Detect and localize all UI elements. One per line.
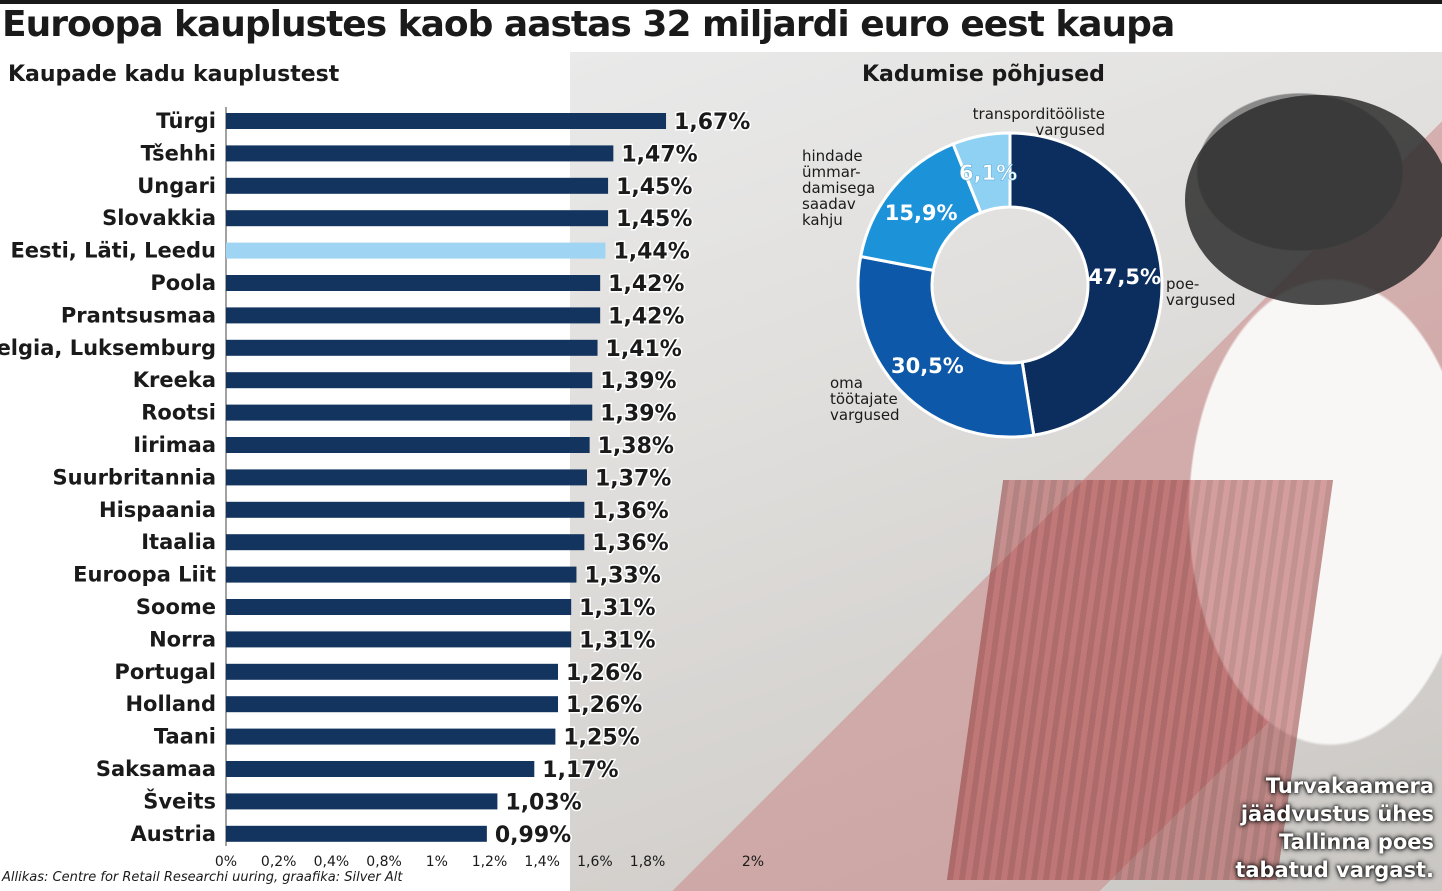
bar-value-label: 1,36% — [592, 499, 668, 524]
bar-value-label: 1,42% — [608, 304, 684, 329]
x-tick-label: 1% — [426, 854, 448, 870]
pie-category-label-oma-tootajate: oma töötajate vargused — [830, 374, 900, 424]
bar-value-label: 1,38% — [598, 434, 674, 459]
donut-value-label: 6,1% — [959, 161, 1017, 185]
bar-value-label: 1,25% — [563, 726, 639, 751]
bar-value-label: 1,39% — [600, 402, 676, 427]
x-tick-label: 0% — [215, 854, 237, 870]
bar — [226, 696, 559, 713]
bar — [226, 210, 609, 227]
x-tick-label: 0,2% — [261, 854, 297, 870]
bar-category-label: Prantsusmaa — [61, 303, 216, 327]
bar-category-label: Tšehhi — [141, 141, 216, 165]
bar-category-label: Taani — [154, 725, 216, 749]
bar — [226, 599, 572, 615]
bar-value-label: 1,26% — [566, 693, 642, 718]
bar — [226, 372, 593, 389]
bar-value-label: 1,31% — [579, 628, 655, 653]
bar-value-label: 1,31% — [579, 596, 655, 621]
bar-category-label: Saksamaa — [96, 757, 216, 781]
donut-slice — [951, 131, 1012, 215]
photo-caption: Turvakaamera jäädvustus ühes Tallinna po… — [1235, 774, 1434, 882]
bar-value-label: 1,33% — [584, 564, 660, 589]
bar-category-label: Soome — [136, 595, 216, 619]
bar — [226, 631, 572, 648]
x-tick-label: 0,8% — [366, 854, 402, 870]
bar-category-label: Eesti, Läti, Leedu — [10, 239, 216, 263]
x-tick-label: 1,8% — [630, 854, 666, 870]
x-tick-label: 1,4% — [524, 854, 560, 870]
top-rule — [0, 0, 1442, 4]
x-tick-label: 1,6% — [577, 854, 613, 870]
pie-chart-title: Kadumise põhjused — [862, 62, 1105, 87]
bar-category-label: Itaalia — [141, 530, 216, 554]
bar-category-label: Rootsi — [141, 401, 216, 425]
page-title: Euroopa kauplustes kaob aastas 32 miljar… — [2, 4, 1175, 45]
bar-category-label: Euroopa Liit — [73, 563, 216, 587]
bar-value-label: 1,36% — [592, 531, 668, 556]
bar-value-label: 1,03% — [505, 790, 581, 815]
bar — [226, 145, 614, 162]
bar-category-label: Kreeka — [133, 368, 216, 392]
pie-category-label-hindade: hindade ümmar- damisega saadav kahju — [802, 147, 876, 229]
bar-category-label: Šveits — [143, 788, 216, 813]
bar — [226, 242, 606, 259]
bar-category-label: Portugal — [114, 660, 216, 684]
bar-value-label: 1,47% — [621, 142, 697, 167]
bar-category-label: Poola — [150, 271, 216, 295]
bar — [226, 728, 556, 745]
x-tick-label: 2% — [742, 854, 764, 870]
photo-person — [1185, 95, 1442, 305]
bar-value-label: 1,37% — [595, 466, 671, 491]
bar — [226, 501, 585, 518]
bar-value-label: 1,44% — [613, 240, 689, 265]
source-note: Allikas: Centre for Retail Researchi uur… — [2, 870, 403, 885]
bar-value-label: 1,42% — [608, 272, 684, 297]
bar — [226, 761, 535, 777]
bar — [226, 534, 585, 551]
bar-category-label: Slovakkia — [102, 206, 216, 230]
donut-slice — [856, 254, 1036, 439]
bar-value-label: 1,41% — [606, 337, 682, 362]
bar — [226, 113, 667, 129]
bar-category-label: Belgia, Luksemburg — [0, 336, 216, 360]
bar — [226, 469, 587, 486]
bar-category-label: Hispaania — [99, 498, 216, 522]
bar — [226, 437, 590, 453]
bar-category-label: Ungari — [137, 174, 216, 198]
bar — [226, 275, 601, 291]
bar — [226, 177, 609, 194]
donut-value-label: 47,5% — [1088, 265, 1161, 289]
bar-chart: Türgi 1,67% Tšehhi 1,47% Ungari 1,45% Slovakki… — [0, 107, 764, 870]
pie-category-label-poevargused: poe- vargused — [1166, 275, 1236, 309]
bar — [226, 339, 598, 356]
bar — [226, 566, 577, 583]
bar-category-label: Austria — [131, 822, 216, 846]
x-tick-label: 1,2% — [472, 854, 508, 870]
bar-category-label: Holland — [125, 692, 216, 716]
donut-value-label: 15,9% — [885, 201, 958, 225]
bar-category-label: Norra — [149, 627, 216, 651]
bar — [226, 793, 498, 810]
bar-category-label: Suurbritannia — [53, 465, 216, 489]
bar-category-label: Iirimaa — [133, 433, 216, 457]
bar — [226, 404, 593, 421]
bar-value-label: 1,39% — [600, 369, 676, 394]
bar-value-label: 1,45% — [616, 207, 692, 232]
bar-value-label: 1,17% — [542, 758, 618, 783]
x-tick-label: 0,4% — [314, 854, 350, 870]
donut-value-label: 30,5% — [891, 354, 964, 378]
pie-category-label-transport: transporditööliste vargused — [972, 105, 1105, 139]
bar — [226, 663, 559, 680]
bar — [226, 825, 487, 842]
bar-value-label: 1,45% — [616, 175, 692, 200]
bar-value-label: 1,67% — [674, 110, 750, 135]
bar-chart-title: Kaupade kadu kauplustest — [8, 62, 340, 87]
bar-category-label: Türgi — [156, 109, 216, 133]
bar-value-label: 0,99% — [495, 823, 571, 848]
bar — [226, 307, 601, 324]
donut-slice — [1008, 131, 1164, 437]
bar-value-label: 1,26% — [566, 661, 642, 686]
